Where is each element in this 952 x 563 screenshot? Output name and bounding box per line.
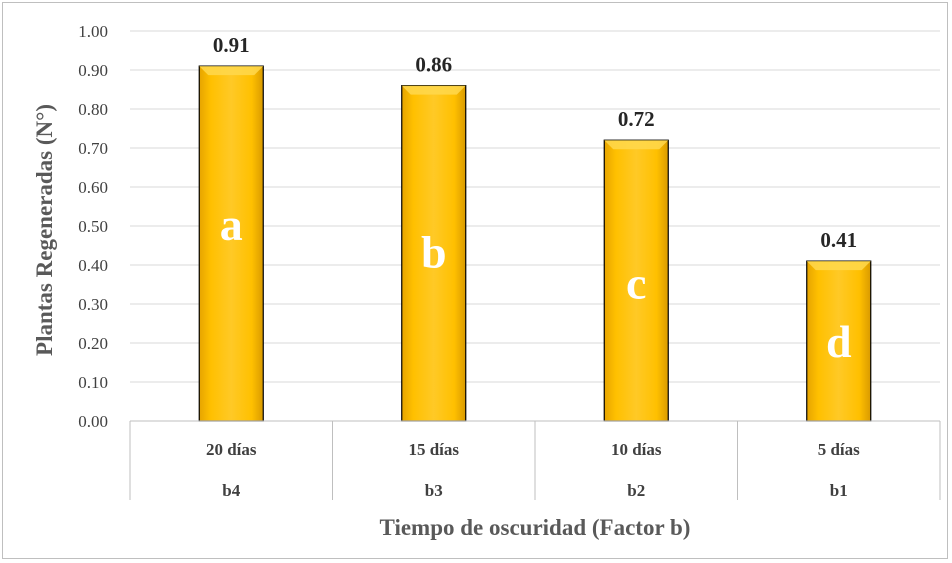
y-tick-label: 0.10 bbox=[78, 373, 108, 392]
data-label: 0.91 bbox=[213, 33, 250, 57]
y-tick-label: 0.00 bbox=[78, 412, 108, 431]
y-tick-label: 0.60 bbox=[78, 178, 108, 197]
x-tick-label: 20 días bbox=[206, 440, 257, 459]
bars: 0.91 a 0.86 b 0.72 c 0.41 d bbox=[198, 33, 872, 422]
y-tick-label: 0.20 bbox=[78, 334, 108, 353]
group-letter: c bbox=[626, 258, 646, 309]
y-tick-label: 0.40 bbox=[78, 256, 108, 275]
x-tick-label: 15 días bbox=[408, 440, 459, 459]
x-axis-title: Tiempo de oscuridad (Factor b) bbox=[380, 515, 691, 540]
bar-bevel bbox=[199, 66, 264, 76]
bar-bevel bbox=[604, 140, 669, 150]
data-label: 0.41 bbox=[820, 228, 857, 252]
bar bbox=[401, 84, 467, 422]
x-subcategory-label: b1 bbox=[830, 481, 848, 500]
y-tick-label: 1.00 bbox=[78, 22, 108, 41]
y-tick-labels: 0.00 0.10 0.20 0.30 0.40 0.50 0.60 0.70 0.80 0.90… bbox=[78, 22, 108, 431]
bar-group: 0.91 a bbox=[198, 33, 264, 422]
x-subcategory-label: b3 bbox=[425, 481, 443, 500]
bar bbox=[806, 260, 872, 422]
x-tick-label: 5 días bbox=[818, 440, 860, 459]
y-tick-label: 0.50 bbox=[78, 217, 108, 236]
group-letter: d bbox=[826, 316, 852, 367]
group-letter: b bbox=[421, 226, 447, 277]
bar-group: 0.86 b bbox=[401, 53, 467, 422]
y-tick-label: 0.30 bbox=[78, 295, 108, 314]
bar-group: 0.41 d bbox=[806, 228, 872, 422]
y-tick-label: 0.70 bbox=[78, 139, 108, 158]
bar bbox=[603, 139, 669, 422]
x-tick-label: 10 días bbox=[611, 440, 662, 459]
y-tick-label: 0.80 bbox=[78, 100, 108, 119]
group-letter: a bbox=[220, 199, 243, 250]
bar-bevel bbox=[401, 85, 466, 95]
x-axis: 20 días b4 15 días b3 10 días b2 5 días b1 bbox=[129, 420, 941, 500]
y-tick-label: 0.90 bbox=[78, 61, 108, 80]
bar-bevel bbox=[806, 261, 871, 271]
x-subcategory-label: b2 bbox=[627, 481, 645, 500]
data-label: 0.86 bbox=[415, 53, 452, 77]
bar bbox=[198, 65, 264, 422]
bar-group: 0.72 c bbox=[603, 107, 669, 422]
x-subcategory-label: b4 bbox=[222, 481, 240, 500]
data-label: 0.72 bbox=[618, 107, 655, 131]
y-axis-title: Plantas Regeneradas (N°) bbox=[32, 104, 57, 356]
